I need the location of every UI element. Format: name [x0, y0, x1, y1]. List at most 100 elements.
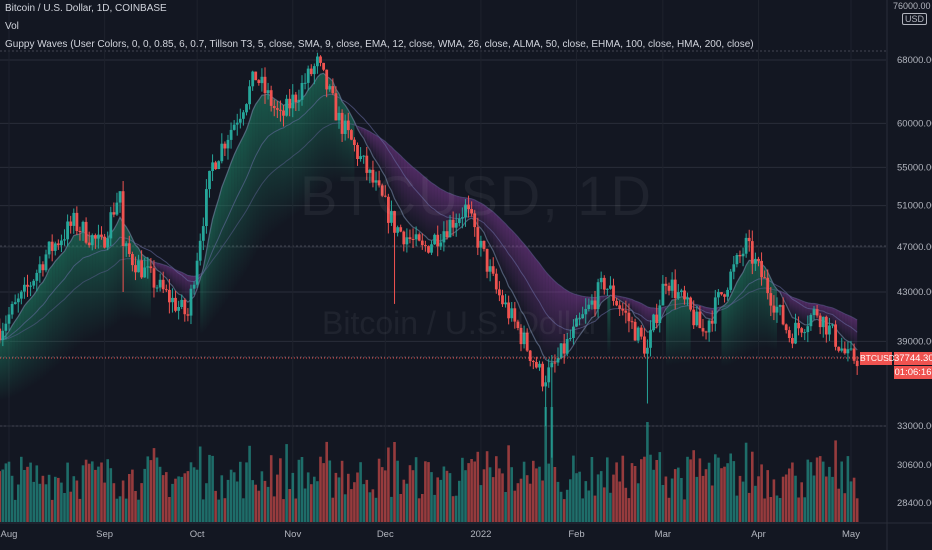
- volume-bar: [322, 463, 325, 522]
- volume-bar: [0, 471, 1, 522]
- ribbon-segment: [2, 335, 6, 400]
- candle-body: [164, 289, 168, 291]
- candle-body: [784, 324, 788, 331]
- volume-bar: [852, 477, 856, 522]
- volume-bar: [29, 462, 32, 522]
- volume-bar: [698, 458, 702, 522]
- time-axis[interactable]: Aug Sep Oct Nov Dec 2022 Feb Mar Apr May: [1, 529, 861, 540]
- candle: [279, 100, 282, 122]
- candle-body: [467, 204, 470, 210]
- candle: [266, 82, 270, 100]
- candle-body: [735, 255, 739, 265]
- candle-body: [590, 300, 594, 305]
- volume-bar: [50, 499, 54, 522]
- ribbon-segment: [385, 141, 389, 186]
- volume-bar: [624, 487, 628, 522]
- ribbon-segment: [231, 154, 235, 294]
- ribbon-segment: [854, 318, 858, 351]
- candle: [7, 306, 11, 331]
- volume-bar: [306, 472, 310, 522]
- volume-bar: [128, 474, 131, 522]
- candle: [13, 294, 17, 305]
- candle-body: [791, 338, 794, 344]
- ribbon-segment: [607, 295, 611, 356]
- volume-bar: [269, 455, 273, 522]
- candle-body: [550, 362, 554, 368]
- candle-body: [442, 231, 446, 243]
- ribbon-segment: [308, 86, 312, 203]
- candle: [137, 254, 140, 273]
- candle-body: [26, 284, 29, 287]
- ribbon-segment: [499, 217, 503, 273]
- candle-body: [528, 350, 532, 361]
- candle: [568, 329, 572, 342]
- ribbon-segment: [561, 286, 565, 358]
- ribbon-segment: [687, 297, 691, 364]
- volume-bar: [658, 452, 662, 522]
- ribbon-segment: [514, 233, 518, 303]
- volume-bar: [377, 458, 381, 522]
- price-axis[interactable]: 68000.00 60000.00 55000.00 51000.00 47000.00…: [897, 55, 932, 509]
- candle: [427, 245, 430, 254]
- candle: [229, 122, 233, 149]
- volume-bar: [94, 469, 97, 522]
- ribbon-segment: [665, 305, 670, 367]
- volume-bar: [260, 471, 264, 522]
- ribbon-segment: [524, 243, 528, 323]
- candle-body: [63, 239, 66, 241]
- candle-body: [754, 258, 757, 264]
- volume-bar: [738, 475, 742, 522]
- candle-body: [343, 120, 347, 134]
- candle-body: [322, 62, 325, 70]
- candle: [192, 281, 196, 295]
- candle-body: [531, 361, 535, 362]
- candle-body: [750, 241, 754, 264]
- candle-body: [331, 86, 335, 94]
- candle-body: [683, 290, 686, 300]
- candle-body: [226, 139, 230, 149]
- candle: [433, 233, 436, 245]
- candle-body: [10, 304, 14, 315]
- price-tick-label: 39000.00: [897, 336, 932, 347]
- candle-body: [325, 69, 329, 90]
- candle: [260, 68, 264, 92]
- candle: [473, 209, 477, 237]
- volume-bar: [32, 481, 35, 522]
- candle: [359, 147, 362, 162]
- volume-bar: [800, 482, 803, 522]
- volume-bar: [177, 476, 180, 522]
- currency-button[interactable]: USD: [902, 13, 928, 25]
- candle: [658, 299, 662, 333]
- chart-title[interactable]: Bitcoin / U.S. Dollar, 1D, COINBASE: [5, 3, 167, 14]
- candle: [66, 214, 69, 247]
- candle: [516, 319, 520, 331]
- volume-legend[interactable]: Vol: [5, 21, 19, 32]
- volume-bar: [263, 480, 267, 522]
- candle: [242, 110, 245, 126]
- guppy-legend[interactable]: Guppy Waves (User Colors, 0, 0, 0.85, 6,…: [5, 39, 754, 50]
- candle-body: [337, 112, 341, 121]
- candle-body: [633, 321, 637, 341]
- candle-body: [568, 338, 572, 340]
- volume-bar: [791, 462, 794, 522]
- candle: [309, 64, 313, 77]
- price-tick-label: 33000.00: [897, 421, 932, 432]
- volume-bar: [649, 454, 652, 522]
- candle: [535, 356, 538, 369]
- volume-bar: [467, 463, 470, 522]
- volume-bar: [846, 456, 850, 522]
- candle-body: [90, 235, 94, 246]
- ribbon-segment: [545, 271, 549, 362]
- ribbon-segment: [12, 320, 16, 397]
- time-tick-label: Dec: [377, 529, 394, 540]
- ribbon-segment: [508, 227, 512, 291]
- ribbon-segment: [675, 298, 679, 365]
- volume-bar: [476, 451, 480, 522]
- volume-bar: [174, 478, 177, 522]
- candle-body: [353, 139, 356, 145]
- candle: [735, 253, 739, 268]
- candle-body: [350, 130, 353, 140]
- candle-body: [652, 314, 655, 331]
- ribbon-segment: [638, 301, 642, 323]
